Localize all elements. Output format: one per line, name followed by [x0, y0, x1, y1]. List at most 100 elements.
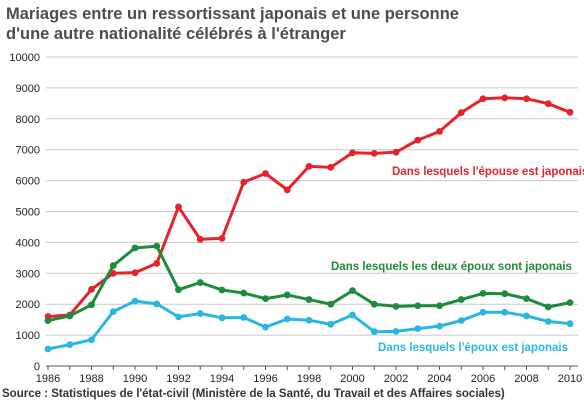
data-point: [523, 312, 530, 320]
data-point: [370, 300, 378, 308]
data-point: [305, 316, 313, 324]
x-tick-label: 1986: [36, 373, 60, 385]
series-line-1: [46, 244, 572, 323]
data-point: [218, 234, 226, 242]
data-point: [196, 279, 204, 286]
data-point: [566, 108, 574, 116]
data-point: [457, 109, 465, 117]
y-tick-label: 6000: [16, 176, 40, 188]
data-point: [349, 311, 356, 319]
chart-title-line-2: d'une autre nationalité célébrés à l'étr…: [6, 25, 346, 43]
data-point: [501, 308, 509, 316]
data-point: [88, 285, 95, 293]
data-point: [436, 322, 443, 330]
data-point: [544, 100, 552, 108]
data-point: [327, 163, 335, 171]
y-tick-label: 10000: [9, 52, 40, 64]
data-point: [327, 300, 335, 308]
series-labels: Dans lesquels l'épouse est japonaise Dans…: [331, 166, 584, 354]
x-tick-label: 1990: [123, 373, 147, 385]
data-point: [479, 289, 487, 297]
data-point: [109, 308, 117, 316]
y-tick-label: 2000: [16, 299, 40, 311]
data-point: [457, 317, 465, 324]
y-tick-label: 1000: [16, 330, 40, 342]
x-tick-label: 2000: [340, 373, 364, 385]
x-tick-label: 1998: [297, 373, 321, 385]
data-point: [283, 186, 291, 194]
data-point: [240, 314, 248, 321]
data-point: [175, 313, 182, 321]
x-tick-label: 2002: [384, 373, 408, 385]
data-point: [240, 289, 248, 297]
data-point: [392, 327, 400, 335]
data-point: [109, 262, 117, 269]
data-point: [305, 296, 313, 303]
data-point: [414, 136, 422, 144]
data-point: [501, 290, 509, 298]
data-point: [131, 269, 139, 277]
series-label-0: Dans lesquels l'épouse est japonaise: [392, 166, 584, 178]
data-point: [44, 345, 52, 353]
data-point: [262, 295, 269, 303]
source-note: Source : Statistiques de l'état-civil (M…: [2, 388, 505, 400]
data-point: [131, 297, 139, 305]
data-point: [44, 317, 52, 324]
data-point: [566, 320, 574, 328]
data-point: [153, 300, 161, 308]
data-point: [327, 320, 335, 328]
data-point: [370, 328, 378, 336]
x-tick-label: 1996: [253, 373, 277, 385]
data-point: [392, 148, 400, 156]
data-point: [218, 314, 226, 322]
x-tick-label: 2008: [514, 373, 538, 385]
y-tick-label: 8000: [16, 114, 40, 126]
data-point: [479, 308, 487, 316]
data-point: [66, 341, 74, 349]
data-point: [349, 287, 356, 295]
y-tick-label: 3000: [16, 268, 40, 280]
y-tick-label: 9000: [16, 83, 40, 95]
x-tick-label: 1994: [210, 373, 234, 385]
x-tick-label: 2010: [558, 373, 582, 385]
x-tick-label: 2004: [427, 373, 451, 385]
data-point: [153, 242, 161, 250]
series-line-0: [46, 96, 572, 319]
data-point: [501, 94, 509, 102]
data-point: [566, 299, 574, 307]
data-point: [196, 310, 204, 317]
data-point: [218, 286, 226, 294]
data-point: [523, 295, 530, 303]
data-point: [131, 244, 139, 252]
axes: 0 1000 2000 3000 4000 5000 6000 7000 8000 9000 100…: [9, 52, 582, 385]
chart-title-line-1: Mariages entre un ressortissant japonais…: [6, 5, 459, 23]
data-point: [66, 312, 74, 320]
y-tick-label: 5000: [16, 207, 40, 219]
y-tick-label: 4000: [16, 237, 40, 249]
data-point: [262, 170, 269, 177]
y-tick-label: 7000: [16, 145, 40, 157]
series-label-1: Dans lesquels les deux époux sont japona…: [331, 261, 572, 273]
y-tick-label: 0: [34, 361, 40, 373]
data-point: [544, 318, 552, 325]
x-tick-label: 1992: [166, 373, 190, 385]
series: [44, 94, 574, 353]
x-tick-label: 1988: [79, 373, 103, 385]
data-point: [88, 301, 95, 309]
data-point: [523, 95, 530, 103]
chart-title: Mariages entre un ressortissant japonais…: [6, 4, 580, 44]
data-point: [305, 162, 313, 170]
x-tick-label: 2006: [471, 373, 495, 385]
data-point: [436, 128, 443, 135]
data-point: [414, 325, 422, 333]
data-point: [544, 303, 552, 311]
data-point: [175, 286, 182, 294]
data-point: [479, 95, 487, 103]
data-point: [88, 336, 95, 344]
data-point: [240, 178, 248, 186]
data-point: [349, 149, 356, 157]
data-point: [436, 302, 443, 310]
series-label-2: Dans lesquels l'époux est japonais: [378, 342, 568, 354]
data-point: [196, 235, 204, 243]
